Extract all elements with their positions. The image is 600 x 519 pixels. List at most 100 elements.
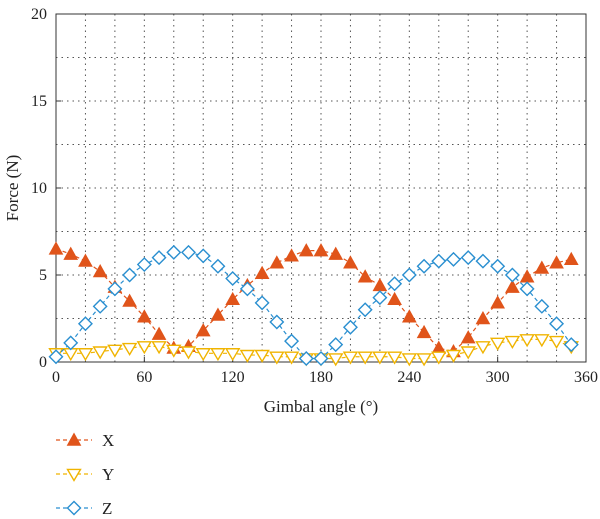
series-y-point — [327, 353, 344, 367]
series-z-point — [357, 302, 373, 318]
series-y-point — [342, 351, 359, 365]
series-z-point — [166, 244, 182, 260]
y-tick-label: 0 — [39, 354, 47, 371]
series-y-point — [92, 346, 108, 360]
series-z-point — [372, 290, 388, 306]
series-x-point — [387, 291, 402, 306]
series-y-point — [504, 335, 521, 350]
series-x-point — [505, 279, 520, 293]
legend-label-z: Z — [102, 499, 112, 518]
y-tick-label: 15 — [31, 93, 47, 110]
series-x-point — [151, 326, 167, 340]
series-z-point — [122, 267, 138, 283]
series-z-point — [460, 250, 476, 266]
series-x-point — [254, 265, 270, 279]
x-tick-label: 180 — [309, 369, 333, 386]
series-y-point — [121, 342, 138, 356]
series-x-point — [534, 260, 550, 274]
series-y-point — [77, 348, 94, 362]
y-axis-label: Force (N) — [3, 155, 22, 222]
x-tick-label: 300 — [486, 369, 510, 386]
series-x-point — [136, 309, 152, 323]
series-y-point — [180, 346, 197, 360]
series-z-point — [490, 258, 506, 274]
series-z-point — [181, 244, 196, 260]
series-x-point — [475, 310, 491, 325]
series-z-point — [77, 316, 93, 332]
series-z-point — [210, 258, 226, 274]
x-axis-label: Gimbal angle (°) — [264, 397, 378, 416]
series-z-point — [313, 351, 329, 367]
series-z-point — [416, 258, 432, 274]
series-z — [48, 244, 579, 367]
series-y-point — [548, 335, 565, 350]
series-x-line — [55, 248, 572, 353]
series-x-point — [490, 295, 506, 309]
series-x-point — [328, 246, 344, 260]
series-z-point — [63, 335, 79, 351]
series-y-point — [210, 348, 226, 362]
legend-label-x: X — [102, 431, 114, 450]
series-x-point — [401, 309, 417, 323]
series-z-point — [92, 298, 108, 314]
series-z-point — [284, 333, 300, 349]
series-x-point — [269, 255, 285, 269]
series-x-point — [563, 251, 579, 266]
series-z-point — [107, 281, 123, 297]
series-y-point — [489, 337, 506, 351]
series-z-point — [225, 270, 241, 286]
y-axis-ticks: 0 5 10 15 20 — [31, 6, 61, 371]
series-x-point — [416, 324, 432, 339]
legend-marker-z — [66, 500, 82, 516]
series-z-point — [475, 253, 491, 269]
series-z-point — [519, 281, 535, 297]
series-y-point — [151, 341, 167, 355]
series-x-point — [460, 330, 476, 344]
series-z-point — [446, 251, 461, 267]
y-tick-label: 5 — [39, 267, 47, 284]
series-x-point — [357, 269, 373, 283]
series-z-point — [431, 253, 447, 269]
series-x-point — [78, 253, 93, 267]
series-z-point — [298, 351, 314, 367]
series-z-point — [342, 319, 358, 335]
series-z-point — [534, 298, 550, 314]
series-y-point — [254, 349, 270, 363]
series-x-point — [195, 323, 211, 337]
grid-lines — [56, 14, 586, 362]
legend-label-y: Y — [102, 465, 114, 484]
series-x-point — [122, 293, 137, 307]
legend: XYZ — [56, 431, 114, 518]
series-y-point — [372, 351, 388, 365]
series-x-point — [92, 263, 108, 278]
series-z-point — [254, 295, 270, 311]
series-y-point — [386, 351, 403, 365]
series-y-point — [357, 351, 373, 365]
series-z-point — [269, 314, 285, 330]
x-axis-ticks: 0 60 120 180 240 300 360 — [52, 357, 598, 386]
series-layer — [48, 241, 580, 367]
series-x-point — [225, 291, 241, 306]
series-y-point — [534, 334, 550, 348]
series-y-point — [269, 351, 285, 365]
series-y-point — [283, 351, 300, 365]
series-x-point — [313, 243, 329, 257]
series-x-point — [284, 248, 299, 262]
series-y-point — [224, 348, 241, 362]
y-tick-label: 20 — [31, 6, 47, 23]
series-y-point — [460, 346, 476, 360]
series-y-point — [401, 353, 418, 367]
series-x-point — [343, 255, 358, 269]
legend-marker-y — [66, 468, 82, 482]
series-z-point — [563, 337, 579, 353]
series-y-point — [519, 334, 535, 348]
series-y-point — [475, 341, 491, 355]
series-z-point — [504, 267, 520, 283]
x-tick-label: 360 — [574, 369, 598, 386]
series-x-point — [210, 307, 226, 321]
x-tick-label: 120 — [221, 369, 245, 386]
y-tick-label: 10 — [31, 180, 47, 197]
series-x-point — [63, 246, 79, 260]
